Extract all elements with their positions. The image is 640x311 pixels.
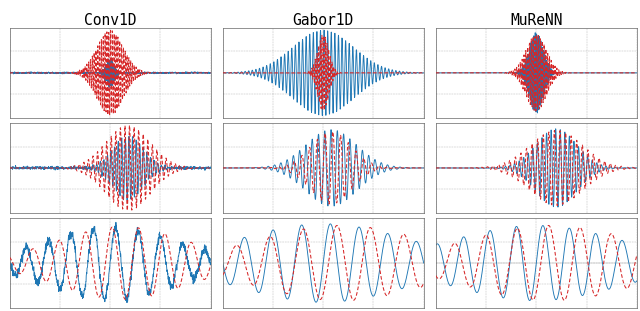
Title: Conv1D: Conv1D — [84, 12, 136, 27]
Title: Gabor1D: Gabor1D — [292, 12, 354, 27]
Title: MuReNN: MuReNN — [510, 12, 563, 27]
